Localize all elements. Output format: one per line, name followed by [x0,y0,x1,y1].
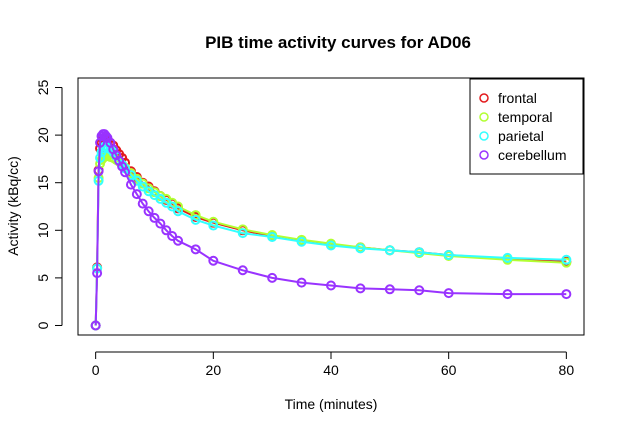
data-point-cerebellum [443,288,454,299]
series-cerebellum [90,129,572,331]
series-layer [90,129,572,331]
legend-marker [479,131,489,141]
data-point-parietal [237,228,248,239]
data-point-cerebellum [326,280,336,291]
y-axis: 0 5 10 15 20 25 [35,80,63,329]
y-tick-label: 0 [35,321,51,329]
data-point-cerebellum [237,265,248,276]
y-tick-label: 25 [35,80,51,96]
plot-frame [77,77,585,336]
legend-label: parietal [498,128,544,144]
data-point-cerebellum [92,268,103,279]
data-point-parietal [208,220,219,231]
x-tick-label: 60 [441,362,457,378]
data-point-cerebellum [208,255,219,266]
chart-title: PIB time activity curves for AD06 [205,33,471,52]
data-point-cerebellum [502,289,513,300]
data-point-cerebellum [173,235,184,246]
legend-label: frontal [498,90,537,106]
data-point-cerebellum [131,189,142,200]
data-point-cerebellum [90,320,101,331]
data-point-parietal [296,236,307,247]
y-tick-label: 10 [35,222,51,238]
x-axis: 0 20 40 60 80 [92,351,575,378]
legend-marker [479,150,489,160]
x-tick-label: 20 [206,362,222,378]
data-point-parietal [502,252,513,263]
legend-item-parietal: parietal [479,128,544,144]
x-tick-label: 40 [323,362,339,378]
data-point-cerebellum [561,289,572,300]
y-tick-label: 20 [35,127,51,143]
data-point-cerebellum [190,244,201,255]
data-point-parietal [167,201,178,212]
legend: frontal temporal parietal cerebellum [469,78,584,175]
data-point-cerebellum [143,206,154,217]
legend-label: cerebellum [498,147,566,163]
data-point-cerebellum [155,218,166,229]
data-point-parietal [443,250,454,261]
data-point-parietal [414,247,425,258]
data-point-cerebellum [355,283,366,294]
data-point-parietal [137,181,148,192]
data-point-cerebellum [167,231,178,242]
data-point-cerebellum [95,137,106,148]
data-point-cerebellum [120,167,131,178]
x-tick-label: 80 [559,362,575,378]
data-point-parietal [561,254,572,265]
data-point-cerebellum [149,212,160,223]
data-point-parietal [384,245,395,256]
data-point-parietal [173,206,184,217]
y-axis-label: Activity (kBq/cc) [5,156,21,256]
legend-item-cerebellum: cerebellum [479,147,566,163]
data-point-parietal [326,240,336,251]
data-point-cerebellum [137,198,148,209]
data-point-cerebellum [267,272,278,283]
legend-box [469,78,584,175]
data-point-cerebellum [296,277,307,288]
y-tick-label: 5 [35,274,51,282]
data-point-parietal [267,231,278,242]
data-point-cerebellum [100,131,111,142]
legend-marker [479,93,489,103]
x-axis-label: Time (minutes) [285,396,378,412]
legend-item-frontal: frontal [479,90,537,106]
data-point-cerebellum [414,285,425,296]
legend-label: temporal [498,109,552,125]
y-tick-label: 15 [35,175,51,191]
data-point-cerebellum [161,225,172,236]
data-point-cerebellum [93,166,104,177]
data-point-cerebellum [125,179,136,190]
x-tick-label: 0 [92,362,100,378]
legend-item-temporal: temporal [479,109,552,125]
data-point-cerebellum [384,284,395,295]
data-point-parietal [355,243,366,254]
data-point-parietal [190,214,201,225]
legend-marker [479,112,489,122]
